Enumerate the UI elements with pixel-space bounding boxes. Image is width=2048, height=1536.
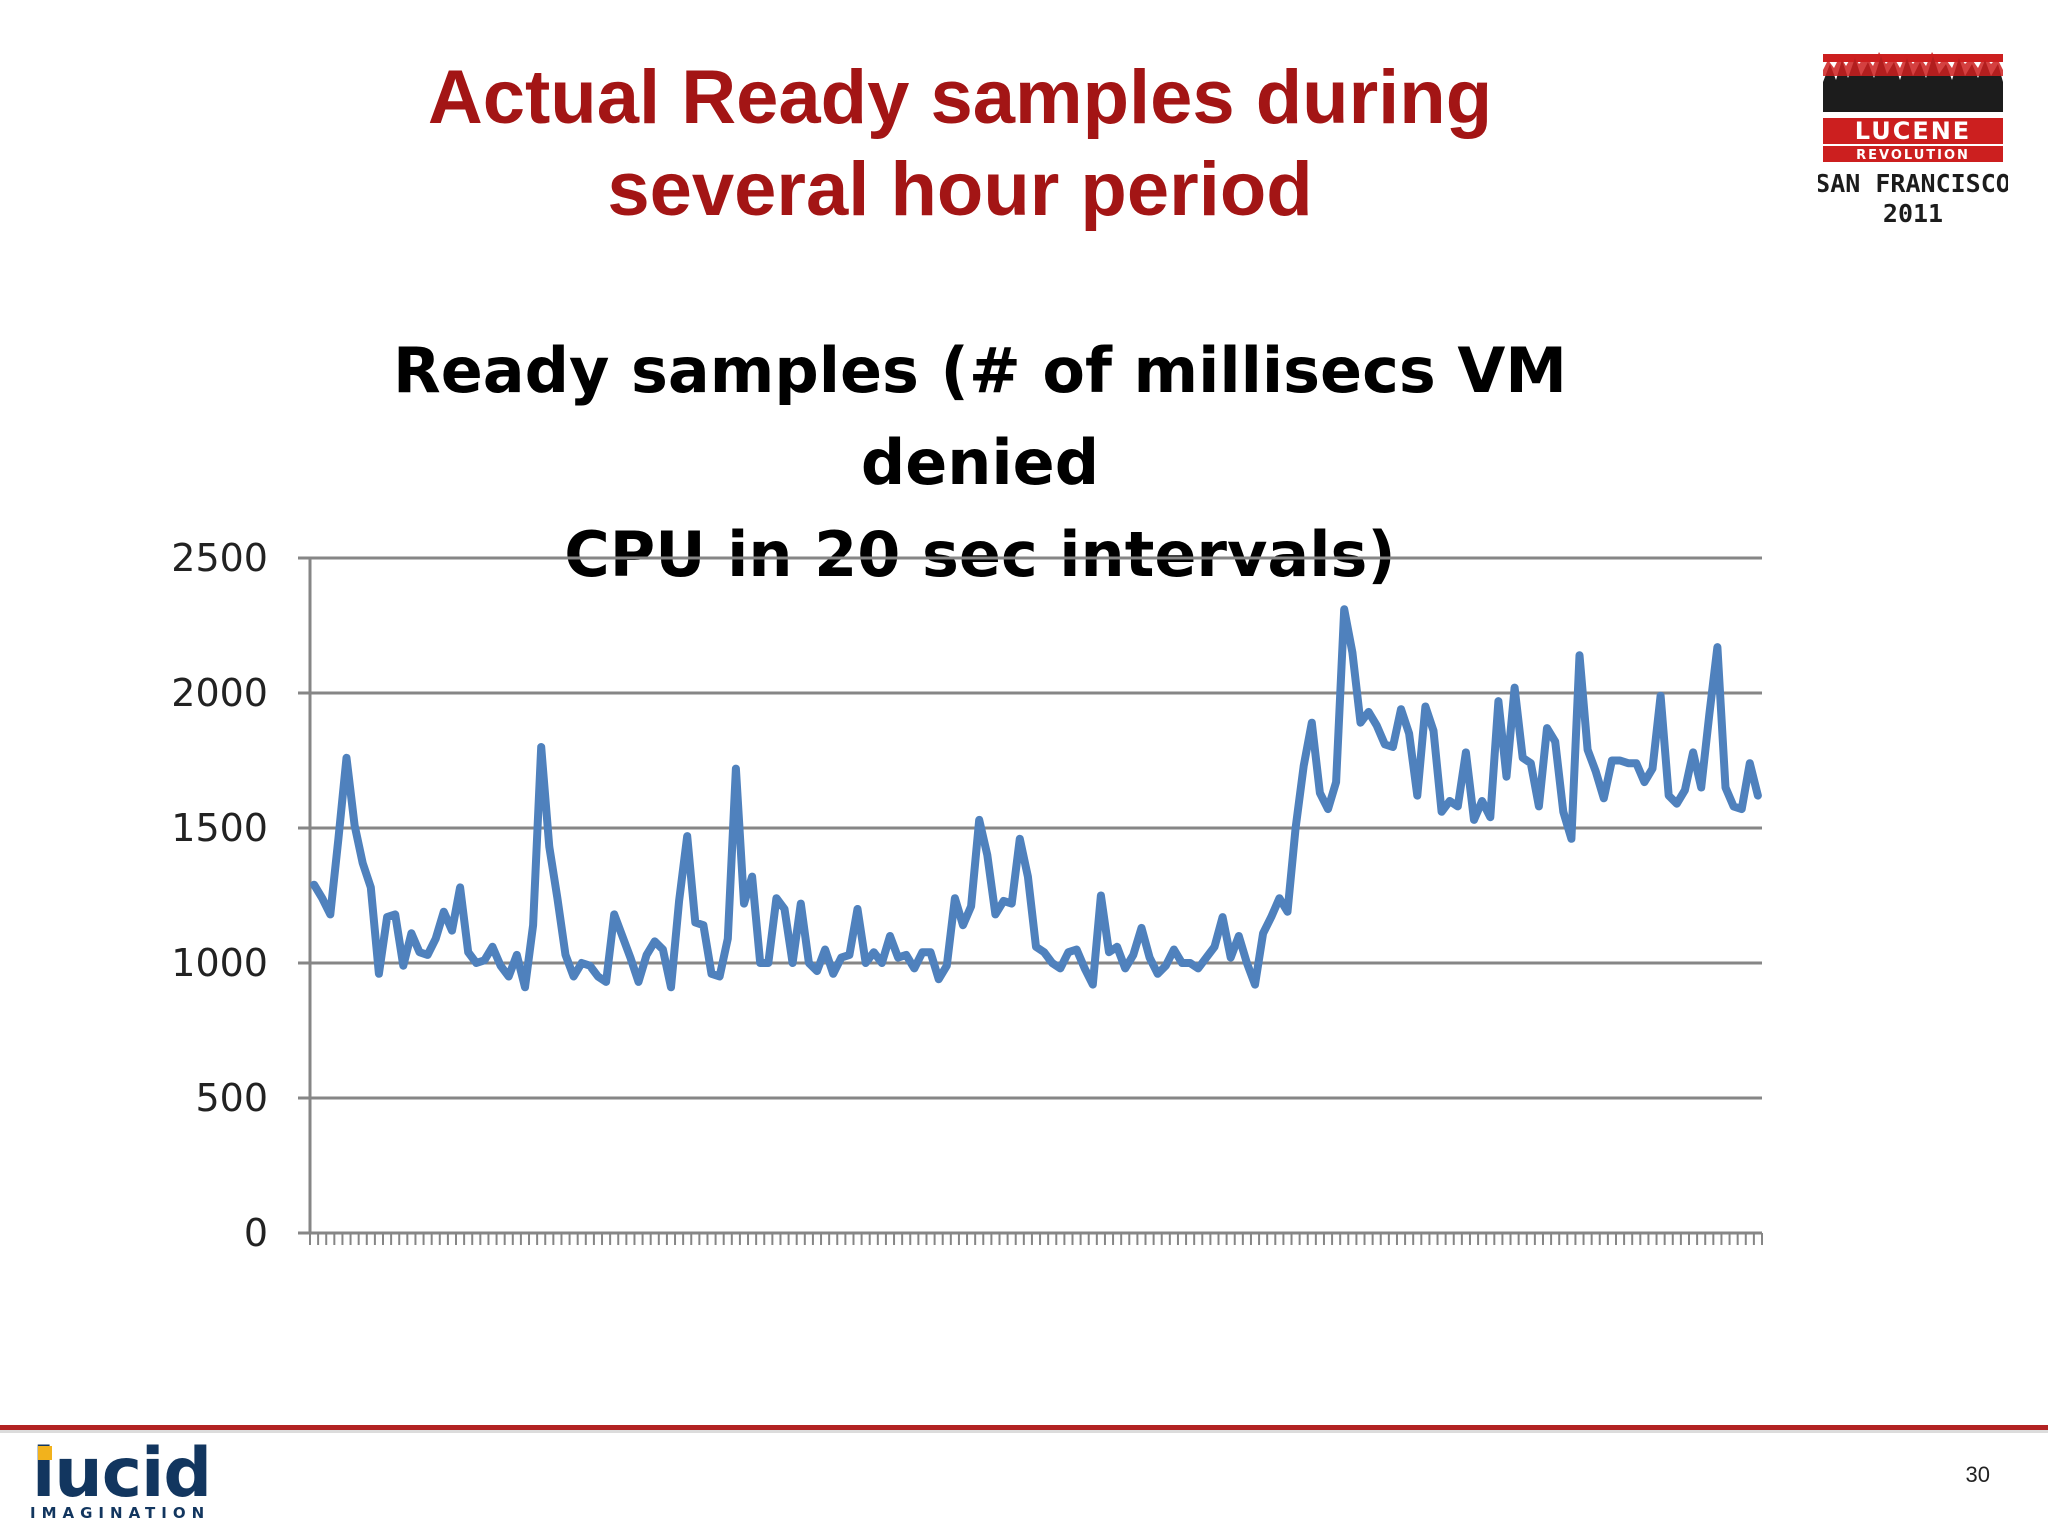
chart-title: Ready samples (# of millisecs VM denied … bbox=[280, 325, 1680, 601]
page-number: 30 bbox=[1965, 1462, 1990, 1487]
slide-title: Actual Ready samples during several hour… bbox=[330, 52, 1590, 236]
footer-shadow bbox=[0, 1430, 2048, 1433]
y-tick-label-500: 500 bbox=[195, 1076, 268, 1120]
event-logo-line4: 2011 bbox=[1883, 199, 1943, 228]
event-logo-line1: LUCENE bbox=[1855, 117, 1971, 145]
event-logo-line3: SAN FRANCISCO bbox=[1818, 169, 2008, 198]
slide-title-line1: Actual Ready samples during bbox=[427, 55, 1493, 140]
y-tick-label-1500: 1500 bbox=[171, 806, 268, 850]
chart-title-line2: CPU in 20 sec intervals) bbox=[564, 518, 1396, 591]
company-logo-name: lucid bbox=[32, 1434, 212, 1513]
y-tick-label-2500: 2500 bbox=[171, 536, 268, 580]
y-tick-label-1000: 1000 bbox=[171, 941, 268, 985]
y-tick-label-0: 0 bbox=[244, 1211, 268, 1255]
company-logo: lucid IMAGINATION bbox=[28, 1434, 218, 1523]
footer-rule bbox=[0, 1425, 2048, 1430]
logo-dot-icon bbox=[38, 1446, 52, 1460]
axes bbox=[298, 556, 1762, 1235]
series-layer bbox=[310, 605, 1762, 992]
x-tick-marks bbox=[309, 1233, 1763, 1245]
gridlines bbox=[310, 556, 1762, 1100]
event-logo: LUCENE REVOLUTION SAN FRANCISCO 2011 bbox=[1818, 52, 2008, 228]
y-tick-labels: 0 500 1000 1500 2000 2500 bbox=[171, 536, 268, 1255]
y-tick-label-2000: 2000 bbox=[171, 671, 268, 715]
crowd-icon bbox=[1823, 52, 2003, 112]
chart-title-line1: Ready samples (# of millisecs VM denied bbox=[392, 334, 1568, 499]
slide-title-line2: several hour period bbox=[607, 147, 1313, 232]
series-line bbox=[310, 605, 1762, 992]
company-logo-tagline: IMAGINATION bbox=[30, 1504, 211, 1522]
event-logo-line2: REVOLUTION bbox=[1856, 148, 1970, 163]
